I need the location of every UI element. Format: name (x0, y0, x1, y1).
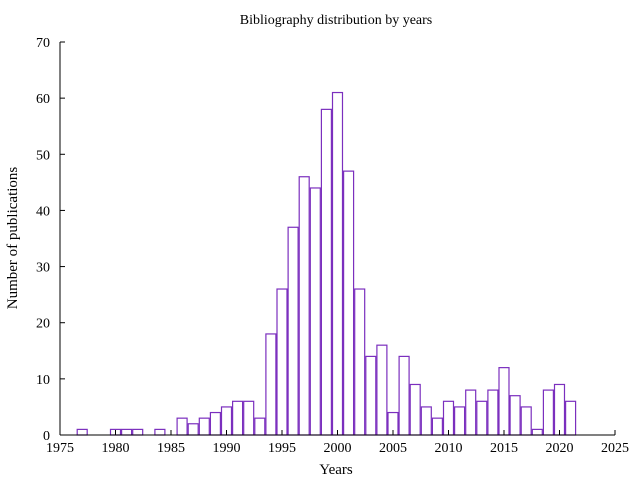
bar-1984 (154, 428, 166, 436)
x-tick-label-2015: 2015 (490, 441, 518, 456)
bar-2010 (442, 400, 455, 436)
bar-1999 (320, 108, 332, 436)
bar-2012 (465, 389, 477, 436)
y-tick-label-10: 10 (36, 373, 50, 388)
y-tick-label-30: 30 (36, 261, 50, 276)
bar-1988 (198, 417, 210, 436)
x-tick-label-2010: 2010 (435, 441, 463, 456)
y-axis-label: Number of publications (5, 167, 21, 310)
bar-2000 (331, 91, 344, 436)
bar-2011 (454, 406, 466, 436)
bar-2009 (431, 417, 443, 436)
x-tick-label-1990: 1990 (213, 441, 241, 456)
y-tick-label-40: 40 (36, 204, 50, 219)
bar-1986 (176, 417, 188, 436)
bar-2018 (531, 428, 543, 436)
bar-1996 (287, 226, 299, 436)
y-tick-label-70: 70 (36, 36, 50, 51)
bar-2017 (520, 406, 532, 436)
bar-2006 (398, 355, 410, 436)
y-tick-label-60: 60 (36, 92, 50, 107)
bar-2002 (354, 288, 366, 436)
bar-1977 (76, 428, 88, 436)
bars-group (76, 91, 577, 436)
x-tick-label-2005: 2005 (379, 441, 407, 456)
x-tick-label-1980: 1980 (102, 441, 130, 456)
bar-2020 (553, 383, 566, 436)
bar-2007 (409, 383, 421, 436)
bar-1993 (254, 417, 266, 436)
bar-2014 (487, 389, 499, 436)
x-tick-label-1975: 1975 (46, 441, 74, 456)
bar-1995 (276, 288, 288, 436)
chart-title: Bibliography distribution by years (240, 13, 432, 28)
x-tick-label-2025: 2025 (601, 441, 629, 456)
bar-2003 (365, 355, 377, 436)
bar-1989 (209, 411, 222, 436)
bar-2021 (564, 400, 577, 436)
bar-2008 (420, 406, 432, 436)
y-ticks-group: 0 10 20 30 40 50 60 70 (36, 36, 65, 444)
bar-1998 (309, 187, 321, 436)
bar-2015 (498, 367, 510, 436)
y-tick-label-20: 20 (36, 317, 50, 332)
x-tick-label-1985: 1985 (157, 441, 185, 456)
bar-1992 (243, 400, 255, 436)
bar-1987 (187, 423, 199, 436)
y-tick-label-50: 50 (36, 148, 50, 163)
bar-2001 (343, 170, 355, 436)
bar-2016 (509, 395, 521, 436)
bar-1981 (120, 428, 133, 436)
x-tick-label-2000: 2000 (324, 441, 352, 456)
bar-2013 (476, 400, 488, 436)
x-axis-label: Years (319, 462, 353, 478)
x-tick-label-1995: 1995 (268, 441, 296, 456)
bar-1994 (265, 333, 277, 436)
x-ticks-group: 1975 1980 1985 1990 1995 2000 2005 2010 2015 2020… (46, 430, 629, 456)
bar-2019 (542, 389, 554, 436)
bar-1991 (232, 400, 244, 436)
bar-2004 (376, 344, 388, 436)
y-tick-label-0: 0 (43, 429, 50, 444)
bar-1997 (298, 176, 310, 436)
x-tick-label-2020: 2020 (546, 441, 574, 456)
bar-1982 (132, 428, 144, 436)
